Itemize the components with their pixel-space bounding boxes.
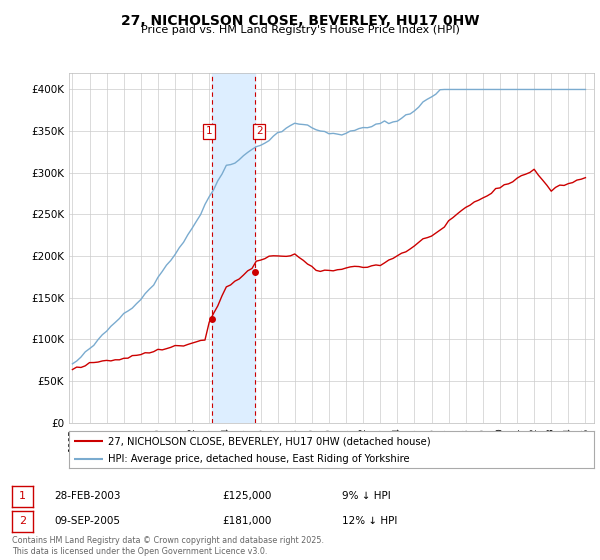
Text: 2: 2 — [256, 126, 263, 136]
Text: 9% ↓ HPI: 9% ↓ HPI — [342, 491, 391, 501]
Text: 27, NICHOLSON CLOSE, BEVERLEY, HU17 0HW: 27, NICHOLSON CLOSE, BEVERLEY, HU17 0HW — [121, 14, 479, 28]
Text: 2: 2 — [19, 516, 26, 526]
Text: Contains HM Land Registry data © Crown copyright and database right 2025.
This d: Contains HM Land Registry data © Crown c… — [12, 536, 324, 556]
Text: 27, NICHOLSON CLOSE, BEVERLEY, HU17 0HW (detached house): 27, NICHOLSON CLOSE, BEVERLEY, HU17 0HW … — [109, 436, 431, 446]
Bar — [212, 73, 255, 423]
Text: HPI: Average price, detached house, East Riding of Yorkshire: HPI: Average price, detached house, East… — [109, 454, 410, 464]
Text: £181,000: £181,000 — [222, 516, 271, 526]
Text: 09-SEP-2005: 09-SEP-2005 — [54, 516, 120, 526]
Text: 1: 1 — [206, 126, 212, 136]
Text: Price paid vs. HM Land Registry's House Price Index (HPI): Price paid vs. HM Land Registry's House … — [140, 25, 460, 35]
Text: 28-FEB-2003: 28-FEB-2003 — [54, 491, 121, 501]
Text: £125,000: £125,000 — [222, 491, 271, 501]
Text: 1: 1 — [19, 491, 26, 501]
Text: 12% ↓ HPI: 12% ↓ HPI — [342, 516, 397, 526]
